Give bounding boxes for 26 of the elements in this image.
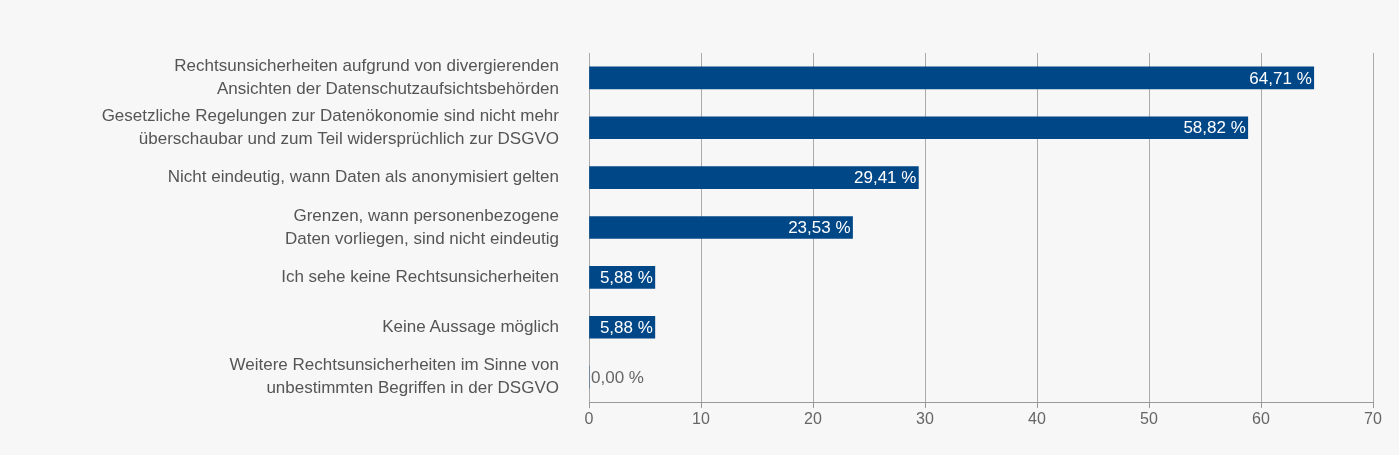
x-tick-label: 60 bbox=[1252, 410, 1270, 428]
bar bbox=[589, 166, 919, 189]
data-label: 5,88 % bbox=[599, 317, 653, 337]
y-tick-label: Nicht eindeutig, wann Daten als anonymisiert gelten bbox=[167, 167, 559, 187]
x-tick-label: 10 bbox=[692, 410, 710, 428]
y-tick-label: Rechtsunsicherheiten aufgrund von divergierenden Ansichten der Datenschutzaufsichtsbehörden bbox=[174, 56, 559, 99]
y-tick-label: Weitere Rechtsunsicherheiten im Sinne von unbestimmten Begriffen in der DSGVO bbox=[229, 355, 559, 398]
bar bbox=[589, 216, 853, 239]
data-label: 5,88 % bbox=[599, 268, 653, 288]
y-tick-label: Grenzen, wann personenbezogene Daten vorliegen, sind nicht eindeutig bbox=[284, 205, 559, 248]
y-tick-label: Gesetzliche Regelungen zur Datenökonomie sind nicht mehr überschaubar und zum Teil widersprüchlich zur DSGVO bbox=[101, 105, 560, 148]
x-tick-label: 40 bbox=[1028, 410, 1046, 428]
bar bbox=[589, 116, 1249, 140]
x-tick-label: 50 bbox=[1140, 410, 1158, 428]
data-label: 58,82 % bbox=[1183, 118, 1246, 138]
bar bbox=[589, 66, 1315, 90]
y-tick-label: Keine Aussage möglich bbox=[382, 316, 559, 336]
data-label: 29,41 % bbox=[854, 168, 917, 188]
x-tick-label: 20 bbox=[804, 410, 822, 428]
x-tick-label: 70 bbox=[1364, 410, 1382, 428]
x-tick-label: 30 bbox=[916, 410, 934, 428]
data-label: 23,53 % bbox=[788, 218, 851, 238]
data-label: 0,00 % bbox=[591, 367, 644, 387]
y-tick-label: Ich sehe keine Rechtsunsicherheiten bbox=[281, 267, 559, 287]
data-label: 64,71 % bbox=[1249, 68, 1312, 88]
x-tick-label: 0 bbox=[584, 410, 594, 428]
